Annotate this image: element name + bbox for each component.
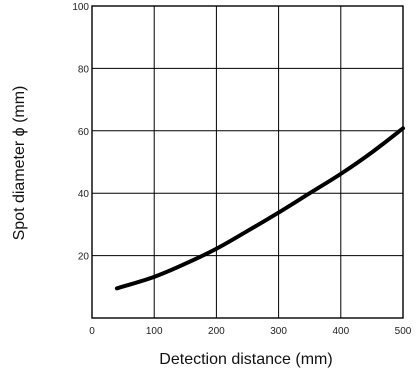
y-tick-label-40: 40 <box>78 189 90 200</box>
plot-frame <box>91 5 404 319</box>
x-tick-label-400: 400 <box>332 326 349 337</box>
x-tick-label-500: 500 <box>395 326 412 337</box>
series-line-spot-diameter <box>114 126 405 291</box>
y-tick-label-60: 60 <box>78 127 90 138</box>
y-tick-label-80: 80 <box>78 64 90 75</box>
y-tick-label-100: 100 <box>72 2 89 13</box>
x-tick-label-200: 200 <box>208 326 225 337</box>
y-axis-label: Spot diameter ϕ (mm) <box>11 86 28 241</box>
x-tick-label-300: 300 <box>270 326 287 337</box>
grid <box>92 6 403 318</box>
x-axis-label: Detection distance (mm) <box>159 351 332 368</box>
x-tick-label-100: 100 <box>146 326 163 337</box>
tick-labels: 0 100 200 300 400 500 20 40 60 80 100 <box>72 2 411 337</box>
y-tick-label-20: 20 <box>78 252 90 263</box>
x-tick-label-0: 0 <box>89 326 95 337</box>
